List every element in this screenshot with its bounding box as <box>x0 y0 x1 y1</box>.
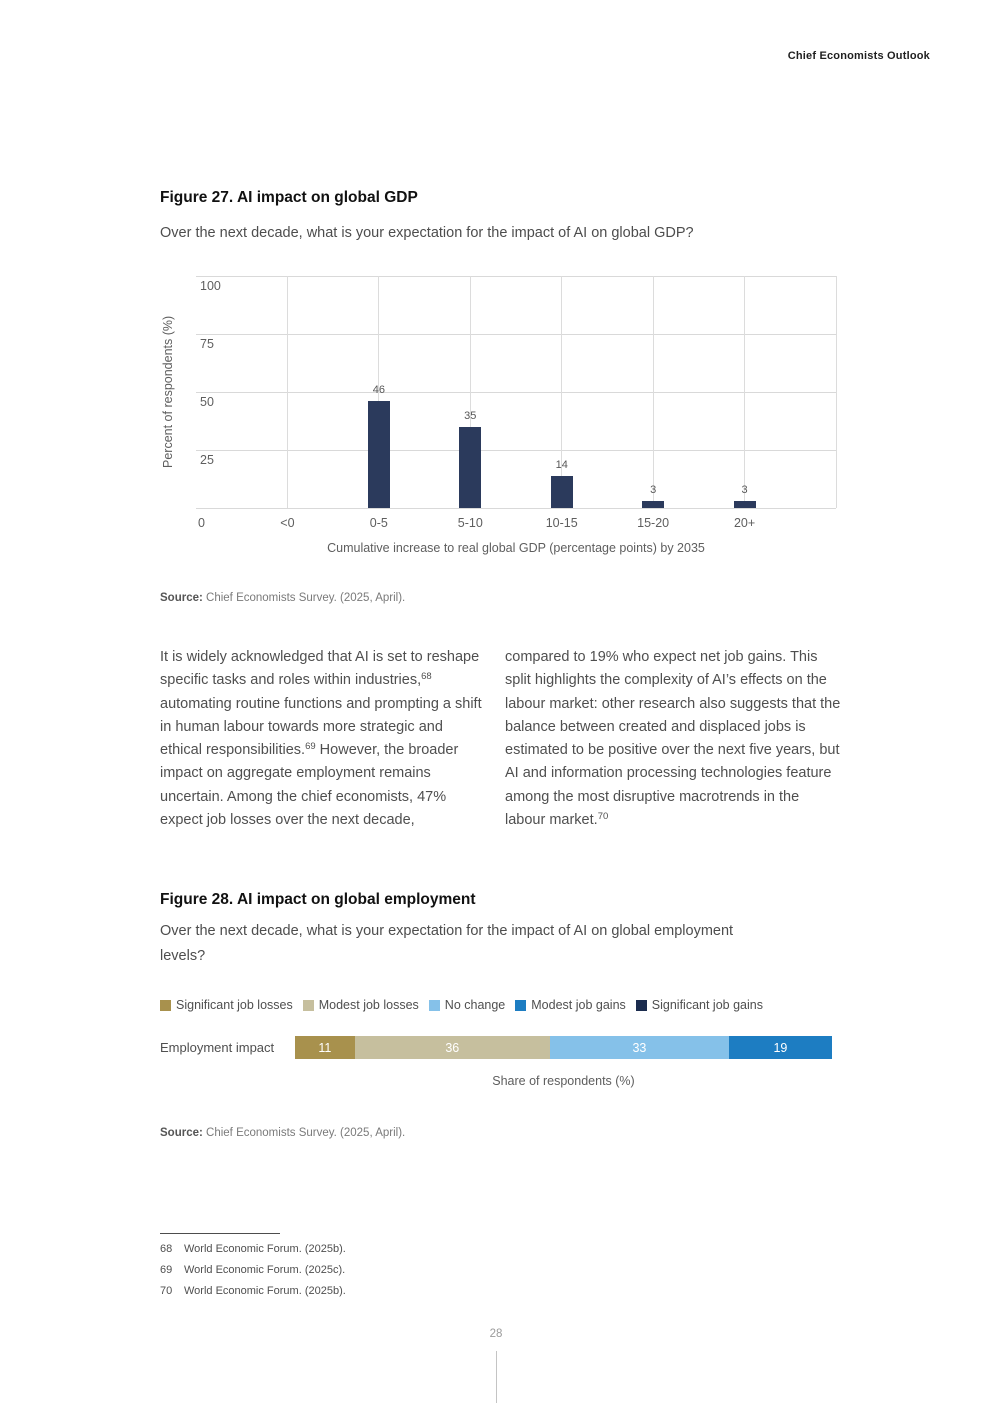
legend-label: Modest job losses <box>318 998 419 1012</box>
segment-significant-job-losses: 11 <box>295 1036 355 1059</box>
running-header: Chief Economists Outlook <box>787 50 930 62</box>
x-tick-label: 10-15 <box>545 516 578 530</box>
bar-20+ <box>733 501 756 508</box>
figure28-title: Figure 28. AI impact on global employmen… <box>160 891 476 908</box>
vertical-gridline <box>378 276 380 508</box>
vertical-gridline <box>744 276 746 508</box>
segment-value-label: 19 <box>773 1040 788 1055</box>
footnote-text: World Economic Forum. (2025b). <box>184 1243 346 1255</box>
legend-label: Significant job losses <box>176 998 293 1012</box>
footnote-ref: 68 <box>421 671 432 683</box>
vertical-gridline <box>835 276 837 508</box>
footer-rule <box>496 1351 497 1403</box>
legend-swatch <box>515 999 527 1011</box>
y-tick-label-zero: 0 <box>198 516 205 530</box>
stacked-bar-axis-title: Share of respondents (%) <box>492 1074 635 1088</box>
segment-modest-job-losses: 36 <box>354 1036 550 1059</box>
figure28-subtitle: Over the next decade, what is your expec… <box>160 923 734 964</box>
bar-5-10 <box>459 426 482 508</box>
bar-value-label: 3 <box>650 484 657 497</box>
horizontal-gridline <box>196 391 836 393</box>
figure27-source: Source: Chief Economists Survey. (2025, … <box>160 592 405 604</box>
footnote-number: 70 <box>160 1285 173 1297</box>
employment-impact-row: Employment impact 11 36 33 19 <box>160 1036 832 1059</box>
row-label: Employment impact <box>160 1040 275 1055</box>
footnote-69: 69 World Economic Forum. (2025c). <box>160 1264 346 1276</box>
footnote-70: 70 World Economic Forum. (2025b). <box>160 1285 346 1297</box>
segment-value-label: 11 <box>318 1040 332 1055</box>
footnote-divider <box>160 1233 280 1234</box>
y-tick-label: 50 <box>200 395 214 409</box>
source-text: Chief Economists Survey. (2025, April). <box>206 1126 406 1139</box>
bar-10-15 <box>550 475 573 508</box>
footnote-ref: 70 <box>597 811 609 823</box>
vertical-gridline <box>286 276 288 508</box>
horizontal-gridline <box>196 333 836 335</box>
source-label: Source: <box>160 1126 203 1139</box>
source-text: Chief Economists Survey. (2025, April). <box>206 591 406 604</box>
legend-swatch <box>428 999 440 1011</box>
bar-value-label: 35 <box>464 409 477 422</box>
plot-area: 25 50 75 100 46 35 14 3 3 <box>196 275 837 509</box>
figure28-legend: Significant job losses Modest job losses N… <box>160 998 763 1012</box>
legend-item: Significant job losses <box>160 998 293 1012</box>
y-tick-label: 100 <box>200 279 221 293</box>
source-label: Source: <box>160 591 203 604</box>
horizontal-gridline <box>196 275 836 277</box>
figure27-bar-chart: Percent of respondents (%) 25 50 75 100 46 35… <box>160 275 837 576</box>
segment-value-label: 33 <box>632 1040 647 1055</box>
x-tick-label: 5-10 <box>457 516 483 530</box>
bar-value-label: 3 <box>741 484 748 497</box>
legend-item: Modest job losses <box>302 998 419 1012</box>
legend-label: No change <box>444 998 506 1012</box>
footnote-number: 69 <box>160 1264 173 1276</box>
y-tick-label: 25 <box>200 453 214 467</box>
x-axis-ticks: 0 <0 0-5 5-10 10-15 15-20 20+ <box>196 516 836 532</box>
vertical-gridline <box>469 276 471 508</box>
segment-value-label: 36 <box>445 1040 460 1055</box>
body-paragraph-left: It is widely acknowledged that AI is set… <box>160 649 482 829</box>
segment-no-change: 33 <box>549 1036 729 1059</box>
x-tick-label: 0-5 <box>369 516 388 530</box>
legend-item: No change <box>428 998 506 1012</box>
y-tick-label: 75 <box>200 337 214 351</box>
x-axis-title: Cumulative increase to real global GDP (… <box>327 541 705 555</box>
footnote-text: World Economic Forum. (2025b). <box>184 1285 346 1297</box>
bar-15-20 <box>642 501 665 508</box>
legend-swatch <box>160 999 171 1011</box>
y-axis-title: Percent of respondents (%) <box>161 315 175 469</box>
legend-item: Significant job gains <box>635 998 763 1012</box>
legend-swatch <box>302 999 314 1011</box>
page-number: 28 <box>489 1328 503 1340</box>
vertical-gridline <box>561 276 563 508</box>
figure27-subtitle: Over the next decade, what is your expec… <box>160 225 694 241</box>
legend-label: Modest job gains <box>531 998 626 1012</box>
horizontal-gridline <box>196 507 836 509</box>
x-tick-label: 20+ <box>733 516 756 530</box>
body-paragraph-right: compared to 19% who expect net job gains… <box>505 649 841 829</box>
bar-value-label: 14 <box>555 458 568 471</box>
footnote-text: World Economic Forum. (2025c). <box>184 1264 346 1276</box>
legend-swatch <box>635 999 647 1011</box>
horizontal-gridline <box>196 449 836 451</box>
figure28-source: Source: Chief Economists Survey. (2025, … <box>160 1127 405 1139</box>
vertical-gridline <box>652 276 654 508</box>
footnotes: 68 World Economic Forum. (2025b). 69 World … <box>160 1243 346 1306</box>
legend-label: Significant job gains <box>651 998 763 1012</box>
footnote-number: 68 <box>160 1243 173 1255</box>
footnote-ref: 69 <box>305 741 316 753</box>
segment-modest-job-gains: 19 <box>728 1036 832 1059</box>
footnote-68: 68 World Economic Forum. (2025b). <box>160 1243 346 1255</box>
x-tick-label: 15-20 <box>637 516 670 530</box>
figure27-title: Figure 27. AI impact on global GDP <box>160 189 418 206</box>
x-tick-label: <0 <box>280 516 295 530</box>
bar-value-label: 46 <box>372 384 385 397</box>
bar-0-5 <box>367 401 390 508</box>
stacked-bar: 11 36 33 19 <box>295 1036 832 1059</box>
legend-item: Modest job gains <box>515 998 626 1012</box>
